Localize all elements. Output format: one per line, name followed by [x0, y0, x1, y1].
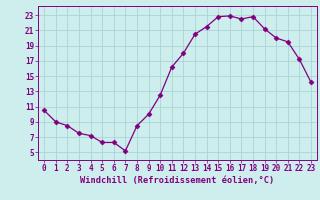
X-axis label: Windchill (Refroidissement éolien,°C): Windchill (Refroidissement éolien,°C)	[80, 176, 275, 185]
